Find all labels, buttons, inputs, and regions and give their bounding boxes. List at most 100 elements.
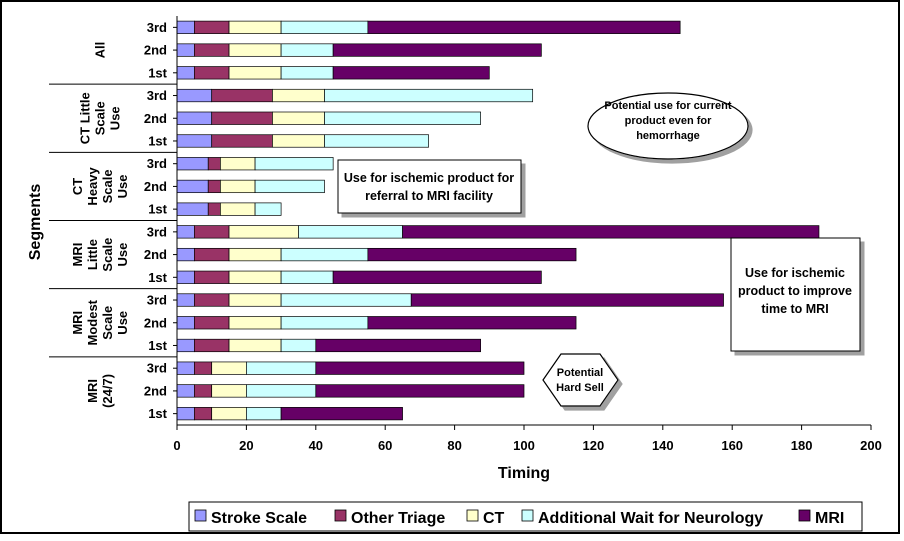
bar-segment-mri xyxy=(280,407,403,421)
legend-label: CT xyxy=(483,510,505,527)
bar-segment-stroke-scale xyxy=(176,247,195,262)
bar-segment-ct xyxy=(211,407,247,421)
bar-segment-ct xyxy=(220,157,256,171)
bar-segment-stroke-scale xyxy=(176,293,195,307)
group-label-mri-modest-scale-use: MRIModestScaleUse xyxy=(70,299,130,345)
bar-label: 1st xyxy=(148,202,167,217)
legend-swatch xyxy=(521,509,534,522)
bar-label: 2nd xyxy=(144,43,167,58)
bar-segment-ct xyxy=(228,338,282,353)
bar-segment-mri xyxy=(332,270,542,284)
bar-label: 2nd xyxy=(144,315,167,330)
bar-segment-additional-wait-for-neurology xyxy=(324,134,429,148)
bar-segment-ct xyxy=(211,384,247,398)
bar-label: 1st xyxy=(148,133,167,148)
bar-label: 1st xyxy=(148,338,167,353)
bar-segment-additional-wait-for-neurology xyxy=(246,384,317,398)
bar-segment-other-triage xyxy=(194,361,213,375)
bar-label: 3rd xyxy=(147,20,167,35)
legend-item-stroke-scale: Stroke Scale xyxy=(194,509,307,527)
bar-segment-additional-wait-for-neurology xyxy=(280,293,412,307)
bar-segment-ct xyxy=(272,134,325,148)
bar-segment-other-triage xyxy=(194,225,230,239)
bar-segment-additional-wait-for-neurology xyxy=(324,88,534,103)
group-label-ct-little-scale-use: CT LittleScaleUse xyxy=(78,92,123,144)
x-tick-label: 160 xyxy=(721,438,743,453)
bar-segment-ct xyxy=(272,88,325,103)
x-tick-label: 140 xyxy=(652,438,674,453)
bar-segment-additional-wait-for-neurology xyxy=(280,316,369,330)
bar-segment-ct xyxy=(228,66,282,80)
bar-segment-ct xyxy=(228,247,282,262)
bar-segment-ct xyxy=(228,225,299,239)
bar-segment-additional-wait-for-neurology xyxy=(280,43,334,57)
bar-segment-additional-wait-for-neurology xyxy=(280,338,317,353)
legend-swatch xyxy=(798,509,811,522)
legend-swatch xyxy=(194,509,207,522)
bar-segment-stroke-scale xyxy=(176,361,195,375)
bar-segment-stroke-scale xyxy=(176,407,195,421)
bar-label: 3rd xyxy=(147,361,167,376)
bar-segment-mri xyxy=(402,225,820,239)
annotation-hard-sell: Potential Hard Sell xyxy=(542,353,619,407)
bar-segment-mri xyxy=(410,293,724,307)
annotation-improve-time-text: Use for ischemic product to improve time t… xyxy=(738,266,852,316)
bar-segment-stroke-scale xyxy=(176,270,195,284)
legend-item-mri: MRI xyxy=(798,509,844,527)
bar-segment-stroke-scale xyxy=(176,20,195,34)
bar-segment-ct xyxy=(220,202,256,216)
bar-segment-stroke-scale xyxy=(176,43,195,57)
bar-segment-other-triage xyxy=(194,384,213,398)
bar-segment-mri xyxy=(367,20,681,34)
bar-segment-other-triage xyxy=(207,202,221,216)
bar-segment-additional-wait-for-neurology xyxy=(246,407,282,421)
bar-label: 1st xyxy=(148,65,167,80)
bar-segment-other-triage xyxy=(194,316,230,330)
legend-swatch xyxy=(334,509,347,522)
bar-label: 3rd xyxy=(147,156,167,171)
legend-item-other-triage: Other Triage xyxy=(334,509,445,527)
x-tick-label: 20 xyxy=(239,438,253,453)
bar-segment-other-triage xyxy=(207,157,221,171)
bar-segment-other-triage xyxy=(194,20,230,34)
bar-segment-additional-wait-for-neurology xyxy=(280,270,334,284)
bar-segment-other-triage xyxy=(194,338,230,353)
legend-label: Additional Wait for Neurology xyxy=(538,510,763,527)
bar-segment-additional-wait-for-neurology xyxy=(280,20,369,34)
bar-segment-other-triage xyxy=(194,293,230,307)
annotation-current-product: Potential use for current product even fo… xyxy=(587,92,749,160)
bar-segment-stroke-scale xyxy=(176,384,195,398)
bar-segment-additional-wait-for-neurology xyxy=(280,247,369,262)
bar-segment-additional-wait-for-neurology xyxy=(254,179,325,194)
group-label-all: All xyxy=(93,42,108,59)
group-label-mri-24-7: MRI(24/7) xyxy=(85,374,115,408)
legend-label: MRI xyxy=(815,510,844,527)
bar-segment-stroke-scale xyxy=(176,134,213,148)
x-tick-label: 40 xyxy=(309,438,323,453)
x-tick-label: 180 xyxy=(791,438,813,453)
bar-segment-other-triage xyxy=(194,407,213,421)
bar-label: 1st xyxy=(148,270,167,285)
bar-segment-other-triage xyxy=(211,134,273,148)
bar-segment-stroke-scale xyxy=(176,338,195,353)
x-tick-label: 60 xyxy=(378,438,392,453)
bar-segment-other-triage xyxy=(211,88,273,103)
x-tick-label: 0 xyxy=(173,438,180,453)
bar-segment-other-triage xyxy=(194,66,230,80)
bar-segment-additional-wait-for-neurology xyxy=(254,202,282,216)
annotation-improve-time: Use for ischemic product to improve time t… xyxy=(730,237,861,352)
bar-label: 3rd xyxy=(147,88,167,103)
legend-swatch xyxy=(466,509,479,522)
bar-segment-other-triage xyxy=(194,270,230,284)
bar-label: 3rd xyxy=(147,293,167,308)
legend-item-additional-wait-for-neurology: Additional Wait for Neurology xyxy=(521,509,763,527)
bar-segment-additional-wait-for-neurology xyxy=(298,225,403,239)
legend-label: Stroke Scale xyxy=(211,510,307,527)
bar-segment-stroke-scale xyxy=(176,316,195,330)
bar-segment-mri xyxy=(332,66,490,80)
bar-segment-stroke-scale xyxy=(176,66,195,80)
bar-label: 1st xyxy=(148,406,167,421)
x-tick-label: 200 xyxy=(860,438,882,453)
